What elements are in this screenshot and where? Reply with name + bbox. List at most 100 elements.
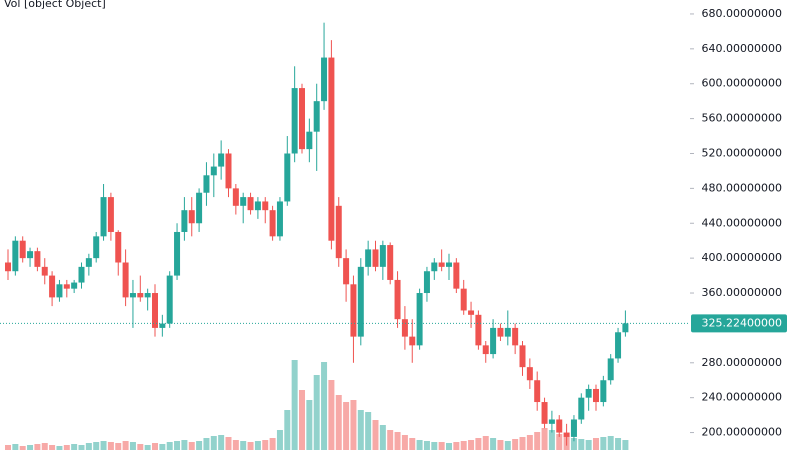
volume-bar <box>247 442 254 450</box>
volume-bar <box>49 445 56 450</box>
candle-body <box>343 258 350 285</box>
volume-bar <box>27 445 34 450</box>
volume-bar <box>357 410 364 450</box>
volume-bar <box>41 443 48 450</box>
volume-bar <box>328 380 335 450</box>
volume-bar <box>188 442 195 450</box>
candle-body <box>174 231 181 276</box>
volume-bar <box>166 442 173 450</box>
volume-bar <box>240 441 247 450</box>
volume-bar <box>453 442 460 450</box>
candle-body <box>401 319 408 337</box>
volume-bar <box>321 362 328 450</box>
candle-body <box>225 153 232 189</box>
volume-bar <box>409 438 416 450</box>
volume-bar <box>306 400 313 450</box>
volume-bar <box>232 440 239 450</box>
candle-body <box>379 245 386 267</box>
candle-body <box>556 419 563 433</box>
volume-bar <box>254 441 261 450</box>
candle-body <box>350 284 357 337</box>
y-tick-label: 400.00000000 <box>702 251 782 264</box>
candle-body <box>63 284 70 289</box>
volume-bar <box>431 442 438 450</box>
candle-body <box>196 192 203 224</box>
volume-bar <box>152 443 158 450</box>
candle-body <box>41 266 48 276</box>
candle-body <box>593 388 599 403</box>
candle-body <box>490 327 497 355</box>
candle-body <box>438 262 445 267</box>
candle-body <box>93 236 100 259</box>
candle-body <box>115 231 122 263</box>
volume-bar <box>350 400 357 450</box>
candle-body <box>166 275 173 324</box>
candle-body <box>394 279 401 320</box>
y-tick-label: 560.00000000 <box>702 112 782 125</box>
volume-bar <box>284 410 291 450</box>
y-tick-label: 480.00000000 <box>702 181 782 194</box>
y-tick-label: 280.00000000 <box>702 356 782 369</box>
candle-body <box>181 210 188 232</box>
candle-body <box>468 310 475 315</box>
candle-body <box>232 188 239 206</box>
candle-body <box>475 314 482 346</box>
candle-body <box>107 197 114 232</box>
candle-body <box>137 293 144 298</box>
volume-bar <box>541 428 548 450</box>
candle-body <box>431 262 438 272</box>
volume-bar <box>196 441 203 450</box>
candle-body <box>144 293 151 298</box>
price-axis <box>690 0 800 450</box>
candle-body <box>49 275 56 298</box>
volume-bar <box>203 438 210 450</box>
volume-bar <box>468 440 475 450</box>
candle-body <box>534 380 541 403</box>
volume-legend: Vol [object Object] <box>4 0 106 10</box>
volume-bar <box>615 438 622 450</box>
volume-bar <box>129 442 136 450</box>
volume-bar <box>56 446 63 450</box>
volume-bar <box>438 442 445 450</box>
volume-bar <box>365 412 372 450</box>
volume-bar <box>482 436 489 450</box>
volume-bar <box>343 402 350 450</box>
volume-bar <box>504 441 511 450</box>
candle-body <box>254 201 261 211</box>
volume-bar <box>446 443 452 450</box>
y-tick-label: 360.00000000 <box>702 286 782 299</box>
volume-bar <box>107 442 114 450</box>
volume-bar <box>144 445 151 450</box>
volume-bar <box>401 435 408 450</box>
last-price-box <box>691 314 787 333</box>
volume-bar <box>181 440 188 450</box>
candle-body <box>159 323 166 328</box>
candle-body <box>262 201 269 211</box>
candle-body <box>519 345 526 368</box>
volume-bar <box>225 437 232 450</box>
volume-bar <box>100 441 107 450</box>
volume-bar <box>269 438 276 450</box>
volume-bar <box>423 441 430 450</box>
candle-body <box>269 210 276 237</box>
candle-body <box>365 249 372 267</box>
candle-body <box>299 88 305 150</box>
candle-body <box>188 210 195 224</box>
volume-bar <box>276 430 283 450</box>
candle-body <box>85 258 92 267</box>
volume-bar <box>85 443 92 450</box>
candle-body <box>453 262 460 289</box>
candle-body <box>512 327 519 346</box>
volume-bar <box>372 420 379 450</box>
candle-body <box>387 245 394 280</box>
volume-bar <box>210 436 217 450</box>
candle-body <box>446 262 452 267</box>
candle-body <box>504 327 511 337</box>
candle-body <box>548 419 555 424</box>
candle-body <box>313 101 320 132</box>
volume-bar <box>12 444 19 450</box>
volume-bar <box>122 441 129 450</box>
candle-body <box>56 284 63 298</box>
volume-bar <box>387 430 394 450</box>
